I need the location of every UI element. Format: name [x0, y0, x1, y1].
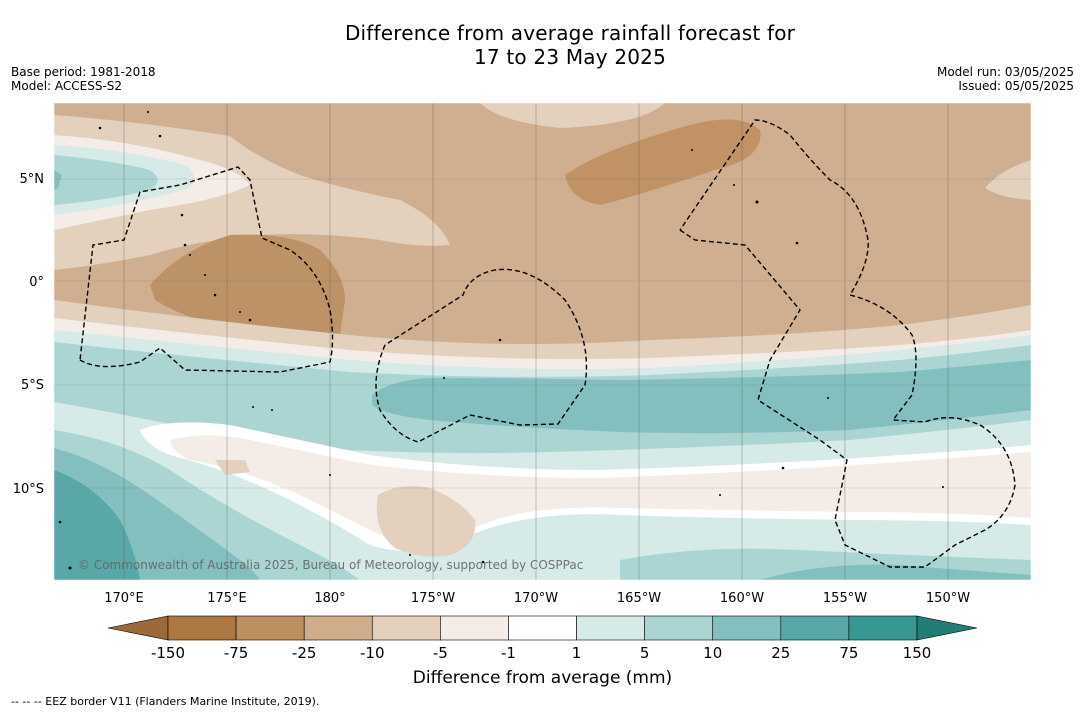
latitude-axis: 5°N 0° 5°S 10°S [13, 172, 44, 497]
lon-label: 170°W [514, 591, 558, 606]
map-title: Difference from average rainfall forecas… [0, 21, 1085, 69]
lon-label: 150°W [926, 591, 970, 606]
colorbar-tick-label: 25 [771, 644, 790, 662]
meta-left: Base period: 1981-2018 Model: ACCESS-S2 [11, 65, 156, 93]
lon-label: 175°E [207, 591, 247, 606]
colorbar-segment [712, 615, 782, 641]
colorbar-tick-label: 1 [572, 644, 582, 662]
colorbar-segment [303, 615, 373, 641]
colorbar-tick-label: -75 [224, 644, 249, 662]
lon-label: 175°W [411, 591, 455, 606]
colorbar-tick-label: 5 [640, 644, 650, 662]
copyright-text: © Commonwealth of Australia 2025, Bureau… [78, 558, 584, 572]
issued-text: Issued: 05/05/2025 [958, 79, 1074, 93]
model-text: Model: ACCESS-S2 [11, 79, 123, 93]
lat-label: 5°S [21, 378, 44, 393]
grid-lines [54, 103, 1031, 580]
lon-label: 160°W [720, 591, 764, 606]
meta-right: Model run: 03/05/2025 Issued: 05/05/2025 [937, 65, 1074, 93]
colorbar-tick-label: -5 [433, 644, 448, 662]
colorbar-segment [508, 615, 577, 641]
eez-borders [79, 119, 1016, 568]
colorbar [107, 615, 978, 641]
lon-label: 165°W [617, 591, 661, 606]
colorbar-tick-label: -150 [151, 644, 185, 662]
longitude-axis: 170°E 175°E 180° 175°W 170°W 165°W 160°W… [104, 591, 970, 606]
map-field [54, 103, 1031, 580]
lat-label: 0° [29, 275, 44, 290]
colorbar-segment [371, 615, 441, 641]
colorbar-segment [576, 615, 645, 641]
colorbar-extend-low [107, 615, 169, 641]
colorbar-tick-label: -25 [292, 644, 317, 662]
title-line-2: 17 to 23 May 2025 [473, 45, 667, 69]
colorbar-segment [440, 615, 509, 641]
lat-label: 5°N [20, 172, 45, 187]
colorbar-segment [644, 615, 714, 641]
colorbar-ticks: -150 -75 -25 -10 -5 -1 1 5 10 25 75 150 [151, 644, 931, 662]
islands [58, 111, 944, 570]
colorbar-tick-label: -10 [360, 644, 385, 662]
colorbar-segment [167, 615, 237, 641]
title-line-1: Difference from average rainfall forecas… [344, 21, 796, 45]
eez-footnote: -- -- -- EEZ border V11 (Flanders Marine… [11, 695, 320, 708]
colorbar-tick-label: -1 [501, 644, 516, 662]
colorbar-tick-label: 150 [903, 644, 932, 662]
lon-label: 155°W [823, 591, 867, 606]
colorbar-tick-label: 75 [839, 644, 858, 662]
colorbar-label: Difference from average (mm) [412, 668, 673, 688]
colorbar-extend-high [916, 615, 978, 641]
lat-label: 10°S [13, 482, 44, 497]
model-run-text: Model run: 03/05/2025 [936, 65, 1074, 79]
colorbar-segment [848, 615, 918, 641]
colorbar-tick-label: 10 [703, 644, 722, 662]
lon-label: 180° [314, 591, 345, 606]
colorbar-segment [235, 615, 305, 641]
map-frame [53, 102, 1032, 581]
lon-label: 170°E [104, 591, 144, 606]
colorbar-segment [780, 615, 850, 641]
base-period-text: Base period: 1981-2018 [11, 65, 156, 79]
